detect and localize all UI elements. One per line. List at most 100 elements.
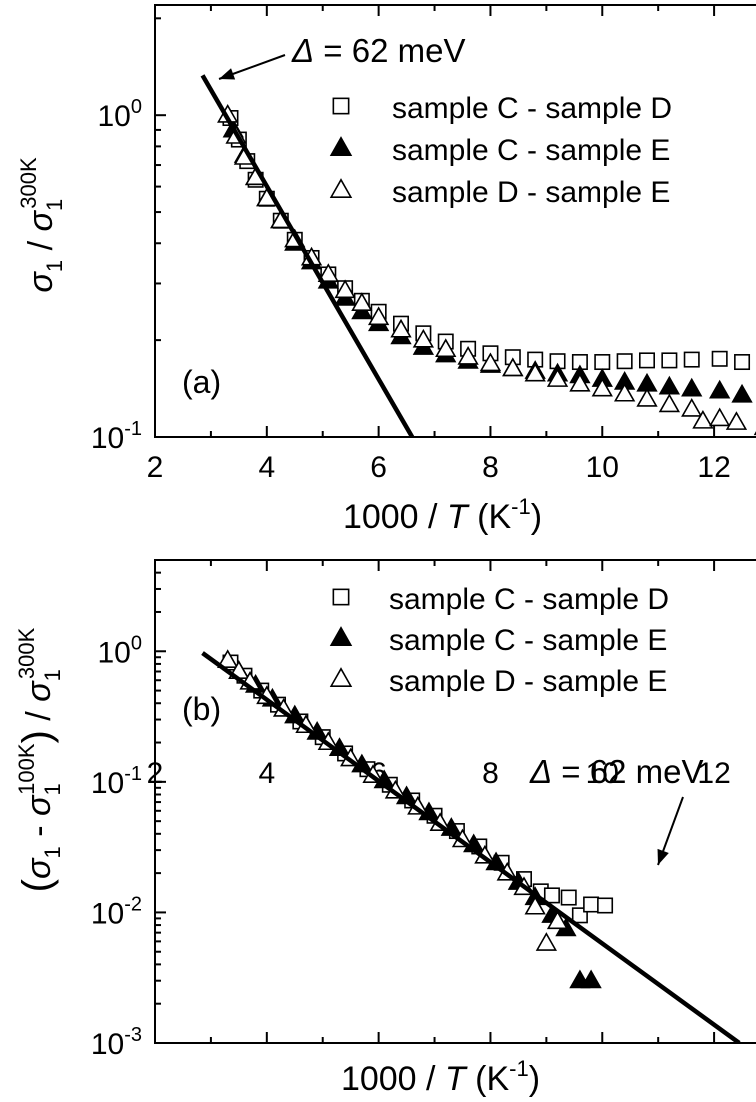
y-tick-base: 10 bbox=[91, 422, 124, 455]
data-point bbox=[535, 932, 558, 951]
x-axis-label-variable: T bbox=[445, 1060, 468, 1098]
data-point bbox=[457, 345, 479, 365]
x-tick-label: 10 bbox=[586, 451, 619, 484]
x-tick-label: 4 bbox=[258, 451, 275, 484]
data-point bbox=[502, 357, 524, 377]
x-axis-label-superscript: -1 bbox=[511, 494, 531, 519]
data-point bbox=[524, 895, 546, 915]
data-point bbox=[217, 649, 239, 669]
y-tick-label: 10-1 bbox=[91, 763, 142, 800]
x-tick-label: 12 bbox=[697, 757, 730, 790]
data-point bbox=[543, 887, 560, 904]
y-axis-label-sigma: σ bbox=[20, 794, 58, 816]
legend-label: sample D - sample E bbox=[392, 176, 670, 209]
legend-label: sample C - sample E bbox=[389, 624, 667, 657]
y-axis-label: (σ1 - σ1100K) / σ1300K bbox=[14, 627, 65, 892]
y-tick-base: 10 bbox=[98, 100, 131, 133]
y-axis-label-sigma: σ bbox=[20, 857, 58, 879]
y-axis-label-subscript: 1 bbox=[42, 199, 67, 211]
data-point bbox=[616, 353, 633, 370]
data-point bbox=[524, 362, 546, 382]
legend-marker-open-triangle bbox=[329, 667, 353, 687]
plot-area bbox=[200, 74, 756, 437]
y-tick-exponent: 0 bbox=[131, 632, 142, 654]
y-tick-base: 10 bbox=[91, 1028, 124, 1061]
y-tick-exponent: -3 bbox=[124, 1024, 142, 1046]
legend-marker-open-square bbox=[332, 588, 350, 606]
x-tick-label: 8 bbox=[482, 451, 499, 484]
legend-label: sample C - sample D bbox=[392, 92, 672, 125]
x-axis-label: 1000 / T (K-1) bbox=[343, 494, 542, 536]
data-point bbox=[613, 382, 636, 402]
data-point bbox=[317, 263, 339, 282]
x-tick-label: 10 bbox=[586, 757, 619, 790]
y-axis-label-subscript: 1 bbox=[40, 784, 65, 796]
y-tick-label: 100 bbox=[98, 96, 143, 133]
plot-area bbox=[201, 649, 741, 1043]
data-point bbox=[435, 338, 457, 358]
y-axis-label-paren: ( bbox=[15, 878, 59, 892]
data-point bbox=[636, 388, 658, 407]
data-point bbox=[709, 379, 731, 399]
delta-value: = 62 meV bbox=[552, 753, 703, 790]
data-point bbox=[351, 292, 373, 311]
legend-marker-open-triangle bbox=[329, 178, 353, 198]
data-point bbox=[681, 377, 703, 397]
data-point bbox=[367, 306, 390, 326]
panel-label: (b) bbox=[182, 691, 221, 727]
x-tick-label: 8 bbox=[482, 757, 499, 790]
data-point bbox=[390, 318, 412, 338]
x-axis-label-text: 1000 / bbox=[343, 498, 447, 536]
y-axis-label-subscript: 1 bbox=[40, 669, 65, 681]
y-axis-label-sigma: σ bbox=[20, 680, 58, 702]
y-tick-base: 10 bbox=[98, 636, 131, 669]
y-axis-label-minus: - bbox=[20, 816, 58, 846]
legend: sample C - sample D sample C - sample E sa… bbox=[329, 92, 672, 209]
data-point bbox=[546, 910, 569, 930]
legend-label: sample C - sample E bbox=[392, 134, 670, 167]
data-point bbox=[560, 889, 577, 906]
y-tick-exponent: -1 bbox=[124, 418, 142, 440]
y-axis-label: σ1 / σ1300K bbox=[16, 157, 67, 293]
x-axis-label-variable: T bbox=[447, 498, 470, 536]
x-axis-label-close: ) bbox=[529, 1060, 540, 1098]
legend-marker-open-square bbox=[332, 97, 350, 115]
y-axis-label-slash: / bbox=[22, 232, 60, 260]
y-axis-label-sigma: σ bbox=[22, 271, 60, 293]
data-point bbox=[580, 969, 602, 989]
data-point bbox=[638, 352, 655, 369]
fit-line bbox=[201, 651, 741, 1043]
annotation-arrow-head bbox=[657, 848, 669, 865]
x-tick-label: 12 bbox=[697, 451, 730, 484]
data-point bbox=[658, 393, 681, 413]
y-tick-base: 10 bbox=[91, 897, 124, 930]
data-point bbox=[546, 368, 569, 387]
data-point bbox=[591, 377, 613, 397]
legend-label: sample C - sample D bbox=[389, 583, 669, 616]
delta-symbol: Δ bbox=[529, 753, 552, 790]
delta-symbol: Δ bbox=[291, 32, 314, 69]
x-tick-label: 6 bbox=[370, 451, 387, 484]
panel-label: (a) bbox=[182, 364, 221, 400]
x-tick-label: 2 bbox=[147, 757, 164, 790]
x-axis-label-close: ) bbox=[531, 498, 542, 536]
y-axis-label-superscript: 300K bbox=[14, 627, 39, 679]
data-point bbox=[658, 375, 681, 395]
data-point bbox=[734, 354, 751, 371]
y-axis-label-superscript: 100K bbox=[14, 743, 39, 795]
data-point bbox=[661, 352, 678, 369]
y-axis-label-sigma: σ bbox=[22, 210, 60, 232]
legend-marker-filled-triangle bbox=[329, 136, 353, 156]
x-axis-label-superscript: -1 bbox=[509, 1056, 529, 1081]
x-axis-label-unit: (K bbox=[466, 1060, 510, 1098]
data-point bbox=[692, 409, 714, 429]
x-tick-label: 4 bbox=[258, 757, 275, 790]
data-point bbox=[597, 897, 614, 914]
annotation-arrow-head bbox=[219, 68, 236, 80]
delta-value: = 62 meV bbox=[314, 32, 465, 69]
data-point bbox=[334, 279, 356, 299]
plot-frame bbox=[154, 4, 756, 438]
data-point bbox=[725, 411, 748, 430]
